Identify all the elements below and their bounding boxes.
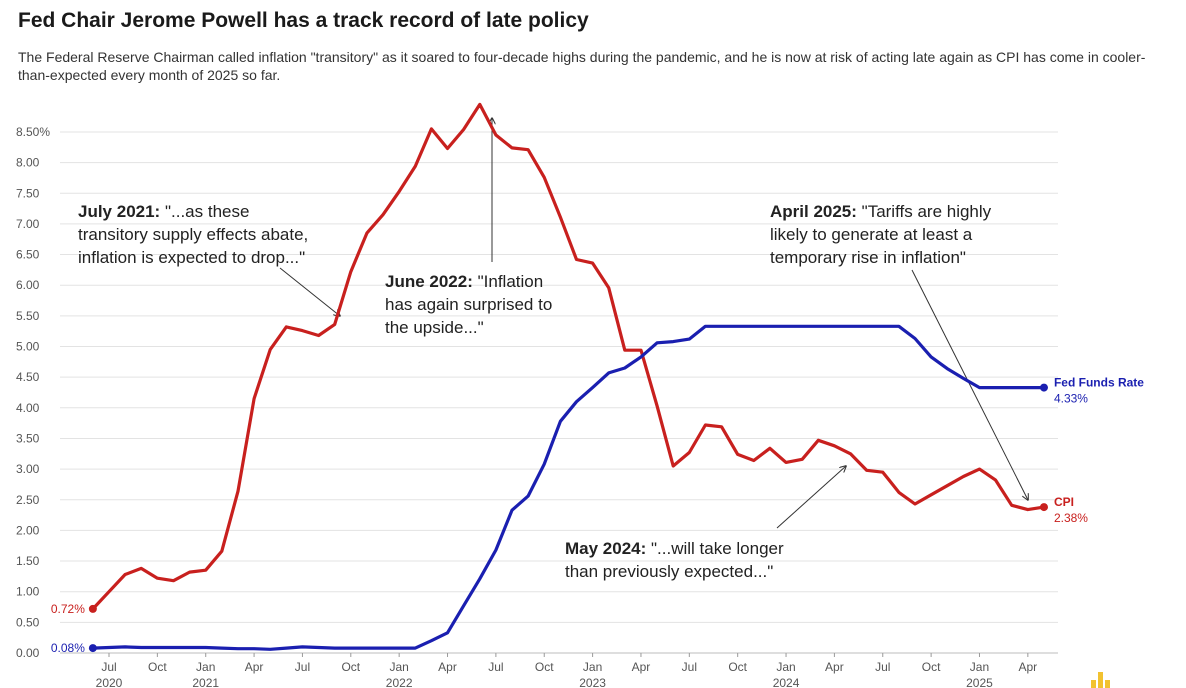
series-lines bbox=[88, 102, 1048, 653]
x-tick-year: 2024 bbox=[773, 676, 800, 688]
annotation-april-2025-line-1: "Tariffs are highly bbox=[856, 202, 992, 221]
fed-funds-rate-line bbox=[91, 324, 1046, 651]
annotation-may-2024: May 2024: "...will take longer than prev… bbox=[565, 537, 784, 583]
annotation-june-2022-line-2: has again surprised to bbox=[385, 295, 553, 314]
chart-subtitle: The Federal Reserve Chairman called infl… bbox=[18, 49, 1146, 83]
y-tick-label: 5.50 bbox=[16, 309, 40, 323]
annotation-may-2024-line-1: "...will take longer bbox=[646, 539, 784, 558]
x-tick-year: 2023 bbox=[579, 676, 606, 688]
x-tick-label: Oct bbox=[341, 660, 360, 674]
series-labels: 0.72% CPI 2.38% 0.08% Fed Funds Rate 4.33% bbox=[51, 376, 1144, 656]
arrow-july-2021 bbox=[279, 267, 340, 316]
y-tick-label: 2.50 bbox=[16, 493, 40, 507]
y-tick-label: 3.00 bbox=[16, 462, 40, 476]
x-tick-label: Jul bbox=[488, 660, 503, 674]
x-tick-year: 2020 bbox=[96, 676, 123, 688]
x-tick-year: 2022 bbox=[386, 676, 413, 688]
x-tick-label: Jul bbox=[101, 660, 116, 674]
arrow-april-2025 bbox=[911, 269, 1028, 500]
fed-funds-rate-end-label: 4.33% bbox=[1054, 392, 1088, 406]
x-tick-label: Jan bbox=[970, 660, 989, 674]
y-tick-label: 7.00 bbox=[16, 217, 40, 231]
annotation-june-2022: June 2022: "Inflation has again surprise… bbox=[385, 270, 552, 339]
x-tick-label: Apr bbox=[1018, 660, 1037, 674]
y-tick-label: 6.50 bbox=[16, 248, 40, 262]
x-axis-ticks: Jul 2020 Oct Jan 2021 Apr Jul Oct Jan 2022 Apr Jul O… bbox=[96, 653, 1037, 688]
logo-icon bbox=[1091, 672, 1110, 688]
cpi-line bbox=[91, 102, 1046, 611]
fed-funds-rate-start-point bbox=[88, 644, 97, 653]
y-tick-label: 8.50% bbox=[16, 125, 50, 139]
annotation-april-2025-line-3: temporary rise in inflation" bbox=[770, 248, 966, 267]
y-tick-label: 3.50 bbox=[16, 431, 40, 445]
y-tick-label: 0.00 bbox=[16, 646, 40, 660]
x-tick-label: Jul bbox=[295, 660, 310, 674]
y-tick-label: 4.00 bbox=[16, 401, 40, 415]
x-tick-label: Apr bbox=[438, 660, 457, 674]
annotation-may-2024-date: May 2024: bbox=[565, 539, 647, 558]
y-tick-label: 7.50 bbox=[16, 186, 40, 200]
fed-funds-rate-end-point bbox=[1039, 383, 1048, 392]
x-tick-label: Oct bbox=[148, 660, 167, 674]
annotation-june-2022-line-3: the upside..." bbox=[385, 318, 484, 337]
cpi-name-label: CPI bbox=[1054, 495, 1074, 509]
grid-lines bbox=[60, 131, 1058, 654]
x-tick-label: Jan bbox=[776, 660, 795, 674]
x-tick-label: Apr bbox=[632, 660, 651, 674]
x-tick-label: Oct bbox=[922, 660, 941, 674]
x-tick-year: 2021 bbox=[192, 676, 219, 688]
x-tick-label: Apr bbox=[825, 660, 844, 674]
x-tick-label: Oct bbox=[728, 660, 747, 674]
y-tick-label: 2.00 bbox=[16, 523, 40, 537]
y-tick-label: 5.00 bbox=[16, 340, 40, 354]
annotation-june-2022-date: June 2022: bbox=[385, 272, 473, 291]
fed-funds-rate-name-label: Fed Funds Rate bbox=[1054, 376, 1144, 390]
chart-title: Fed Chair Jerome Powell has a track reco… bbox=[18, 9, 589, 32]
y-tick-label: 1.00 bbox=[16, 585, 40, 599]
x-tick-label: Jan bbox=[196, 660, 215, 674]
cpi-start-point bbox=[88, 604, 97, 613]
annotation-july-2021-date: July 2021: bbox=[78, 202, 161, 221]
annotation-july-2021: July 2021: "...as these transitory suppl… bbox=[78, 200, 308, 269]
y-tick-label: 1.50 bbox=[16, 554, 40, 568]
annotation-arrows bbox=[279, 118, 1028, 529]
annotation-june-2022-line-1: "Inflation bbox=[472, 272, 544, 291]
annotation-july-2021-line-2: transitory supply effects abate, bbox=[78, 225, 309, 244]
cpi-end-label: 2.38% bbox=[1054, 511, 1088, 525]
fed-funds-rate-start-label: 0.08% bbox=[51, 641, 85, 655]
annotation-april-2025-date: April 2025: bbox=[770, 202, 857, 221]
x-tick-label: Apr bbox=[245, 660, 264, 674]
x-tick-label: Jul bbox=[875, 660, 890, 674]
x-tick-label: Oct bbox=[535, 660, 554, 674]
annotation-may-2024-line-2: than previously expected..." bbox=[565, 562, 774, 581]
cpi-start-label: 0.72% bbox=[51, 602, 85, 616]
annotation-april-2025-line-2: likely to generate at least a bbox=[770, 225, 973, 244]
x-tick-label: Jul bbox=[682, 660, 697, 674]
x-tick-label: Jan bbox=[389, 660, 408, 674]
y-axis-ticks: 0.00 0.50 1.00 1.50 2.00 2.50 3.00 3.50 4.00 4.50… bbox=[16, 125, 50, 660]
annotation-july-2021-line-3: inflation is expected to drop..." bbox=[78, 248, 306, 267]
y-tick-label: 0.50 bbox=[16, 615, 40, 629]
y-tick-label: 8.00 bbox=[16, 156, 40, 170]
arrow-may-2024 bbox=[776, 466, 846, 529]
x-tick-label: Jan bbox=[583, 660, 602, 674]
annotation-july-2021-line-1: "...as these bbox=[160, 202, 250, 221]
x-tick-year: 2025 bbox=[966, 676, 993, 688]
annotation-april-2025: April 2025: "Tariffs are highly likely t… bbox=[770, 200, 991, 269]
y-tick-label: 6.00 bbox=[16, 278, 40, 292]
y-tick-label: 4.50 bbox=[16, 370, 40, 384]
cpi-end-point bbox=[1039, 503, 1048, 512]
